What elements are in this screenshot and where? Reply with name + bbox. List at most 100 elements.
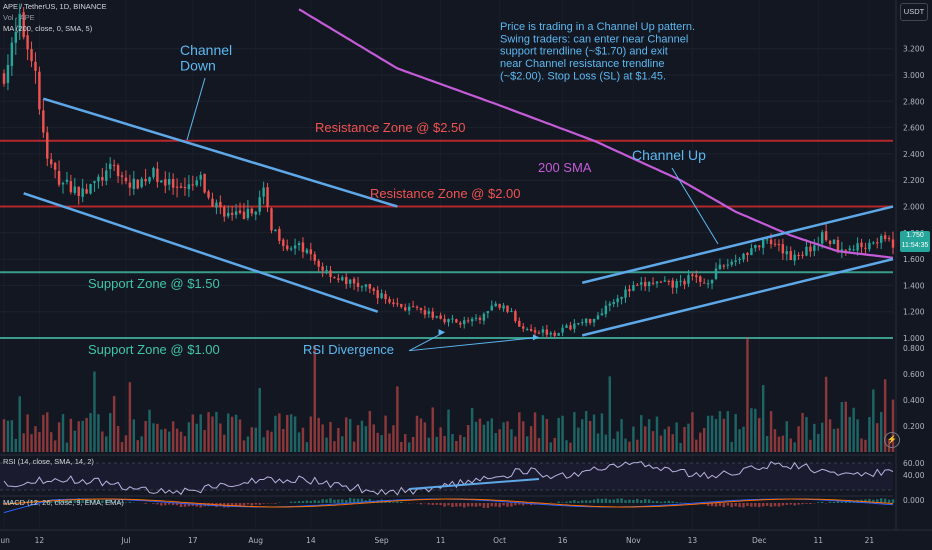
arrow-head <box>438 329 445 336</box>
volume-tick-label: 0.200 <box>903 422 925 431</box>
candle-body <box>293 245 297 249</box>
volume-bar <box>167 431 171 452</box>
macd-histogram-bar <box>490 503 493 507</box>
time-tick-label: Nov <box>626 536 641 545</box>
volume-bar <box>22 433 25 452</box>
macd-histogram-bar <box>769 503 773 507</box>
macd-histogram-bar <box>156 503 159 505</box>
candle-body <box>219 201 222 208</box>
macd-histogram-bar <box>152 503 155 504</box>
candle-body <box>451 318 454 320</box>
candle-body <box>345 277 348 284</box>
macd-histogram-bar <box>628 499 631 503</box>
rsi-tick-label: 40.00 <box>903 471 925 480</box>
volume-bar <box>687 423 690 452</box>
macd-histogram-bar <box>514 503 517 506</box>
candle-body <box>761 239 765 248</box>
settings-icon[interactable]: ⚡ <box>884 432 900 448</box>
volume-bar <box>557 417 560 452</box>
volume-bar <box>494 433 497 452</box>
macd-histogram-bar <box>341 499 344 503</box>
candle-body <box>600 313 604 316</box>
volume-bar <box>431 407 434 452</box>
volume-bar <box>348 418 352 452</box>
macd-histogram-bar <box>313 500 316 503</box>
price-tick-label: 2.600 <box>903 124 925 133</box>
ma-legend: MA (200, close, 0, SMA, 5) <box>3 24 93 33</box>
volume-bar <box>584 411 588 452</box>
macd-histogram-bar <box>734 503 737 507</box>
currency-button[interactable]: USDT <box>900 3 928 21</box>
macd-histogram-bar <box>2 503 6 504</box>
macd-histogram-bar <box>93 498 96 503</box>
volume-bar <box>498 429 501 452</box>
candle-body <box>262 187 265 197</box>
candle-body <box>301 242 305 252</box>
volume-bar <box>809 439 812 452</box>
volume-bar <box>675 422 678 452</box>
candle-body <box>541 329 545 333</box>
volume-bar <box>112 395 116 452</box>
candle-body <box>297 243 301 246</box>
macd-histogram-bar <box>742 503 745 508</box>
candle-body <box>195 180 198 186</box>
volume-bar <box>872 389 875 452</box>
candle-body <box>144 178 147 182</box>
volume-bar <box>392 425 395 452</box>
macd-histogram-bar <box>199 503 202 508</box>
zone-levels <box>0 139 893 339</box>
time-tick-label: Dec <box>752 536 767 545</box>
candle-body <box>628 289 631 292</box>
candle-body <box>789 251 792 261</box>
volume-bar <box>215 411 218 452</box>
candle-body <box>108 163 112 170</box>
macd-histogram-bar <box>360 498 364 503</box>
candle-body <box>620 296 623 299</box>
volume-bar <box>738 429 741 452</box>
macd-histogram-bar <box>498 503 501 508</box>
volume-bar <box>105 436 108 452</box>
candle-body <box>769 239 773 245</box>
macd-histogram-bar <box>325 499 328 503</box>
candle-body <box>781 244 785 254</box>
time-tick-label: Aug <box>248 536 263 545</box>
volume-bar <box>81 420 84 452</box>
candle-body <box>659 281 663 283</box>
volume-bar <box>148 409 151 452</box>
candle-body <box>765 239 769 241</box>
volume-bar <box>699 432 702 452</box>
candle-body <box>459 322 462 325</box>
candle-body <box>687 275 690 284</box>
macd-histogram-bar <box>317 500 320 503</box>
volume-bar <box>156 423 159 452</box>
volume-bar <box>518 412 521 452</box>
candle-body <box>588 318 592 323</box>
volume-bar <box>817 433 820 452</box>
candle-body <box>722 265 726 267</box>
candle-body <box>400 304 403 307</box>
candle-body <box>691 274 694 276</box>
macd-histogram-bar <box>112 501 116 503</box>
volume-bar <box>136 440 139 452</box>
volume-bar <box>506 421 509 452</box>
volume-bar <box>679 442 682 452</box>
candle-body <box>22 12 25 38</box>
candle-body <box>396 303 399 305</box>
candle-body <box>577 323 580 325</box>
volume-bar <box>286 415 289 452</box>
macd-histogram-bar <box>254 503 257 505</box>
volume-bar <box>77 421 80 452</box>
volume-bar <box>769 411 773 452</box>
volume-bar <box>852 407 855 452</box>
macd-histogram-bar <box>758 503 761 508</box>
candle-body <box>832 239 836 244</box>
volume-bar <box>592 414 596 452</box>
volume-bar <box>836 428 840 452</box>
volume-bar <box>313 345 316 452</box>
volume-bar <box>282 429 285 452</box>
volume-bar <box>443 436 446 452</box>
macd-histogram-bar <box>494 503 497 507</box>
volume-bar <box>864 439 867 452</box>
macd-histogram-bar <box>297 501 301 503</box>
